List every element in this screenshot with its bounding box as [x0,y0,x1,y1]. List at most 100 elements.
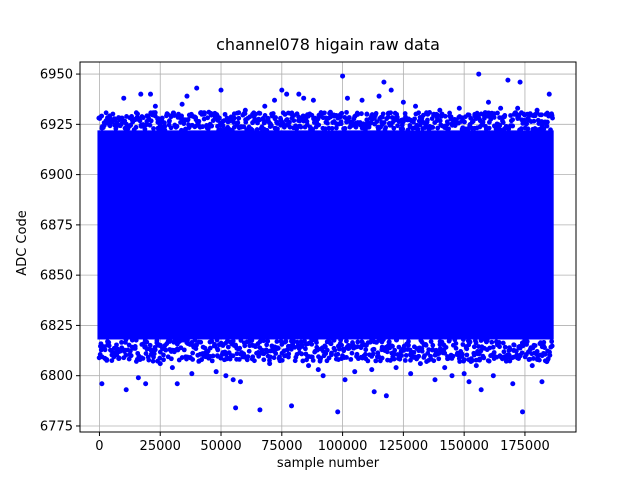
edge-point [157,349,163,355]
edge-point [242,343,248,349]
scatter-point [456,105,462,111]
edge-point [542,351,548,357]
edge-point [444,119,450,125]
edge-point [388,110,394,116]
scatter-point [359,97,365,103]
edge-point [291,118,297,123]
edge-point [495,110,500,116]
edge-point [331,337,337,343]
scatter-point [135,375,141,381]
scatter-point [449,373,455,379]
edge-point [539,112,544,118]
scatter-point [505,77,511,83]
dense-point-band [96,109,555,365]
edge-point [190,350,196,356]
edge-point [338,119,344,125]
edge-point [181,337,186,343]
edge-point [478,338,484,343]
scatter-point [320,373,326,379]
edge-point [222,111,228,117]
scatter-point [498,105,504,111]
edge-point [453,345,459,351]
edge-point [473,340,479,346]
edge-point [151,111,157,117]
scatter-point [242,107,248,113]
edge-point [225,344,231,350]
scatter-point [515,105,521,111]
scatter-point [342,377,348,383]
scatter-point [301,95,307,101]
edge-point [303,346,308,352]
edge-point [293,125,299,131]
scatter-point [510,381,516,387]
edge-point [394,114,400,120]
edge-point [209,123,215,129]
scatter-point [534,107,540,113]
edge-point [380,337,386,343]
x-tick-label: 25000 [140,439,181,454]
edge-point [341,348,347,354]
edge-point [162,124,168,129]
edge-point [534,349,540,354]
edge-point [395,123,401,129]
edge-point [333,125,339,131]
edge-point [531,356,536,361]
edge-point [532,343,538,348]
scatter-point [230,377,236,383]
edge-point [483,123,488,129]
edge-point [355,112,361,117]
edge-point [452,337,458,343]
edge-point [484,338,490,343]
scatter-point [417,361,423,367]
edge-point [497,123,503,128]
edge-point [214,337,220,343]
edge-point [161,346,167,352]
edge-point [541,126,547,132]
edge-point [373,111,379,116]
edge-point [135,111,140,117]
edge-point [227,356,233,362]
y-tick-label: 6800 [40,369,73,384]
edge-point [231,120,237,125]
edge-point [261,357,267,363]
scatter-point [437,107,443,113]
scatter-point [520,409,526,415]
scatter-point [393,365,399,371]
edge-point [429,347,435,353]
x-tick-label: 75000 [261,439,302,454]
edge-point [196,118,202,124]
edge-point [436,356,442,362]
edge-point [549,339,555,344]
edge-point [171,110,177,116]
edge-point [381,120,387,125]
edge-point [147,122,153,128]
edge-point [497,115,502,121]
edge-point [490,344,496,350]
edge-point [329,125,335,131]
edge-point [123,339,128,345]
edge-point [304,119,310,124]
edge-point [154,338,160,344]
edge-point [344,355,349,360]
edge-point [185,117,190,123]
edge-point [103,110,109,116]
edge-point [167,118,172,124]
scatter-point [237,379,243,385]
edge-point [310,358,316,363]
scatter-point [544,359,550,365]
edge-point [423,122,429,128]
edge-point [277,354,282,360]
edge-point [219,122,225,128]
edge-point [486,125,492,131]
edge-point [322,110,327,116]
scatter-point [371,389,377,395]
edge-point [286,354,291,360]
scatter-point [189,371,195,377]
edge-point [415,126,421,132]
edge-point [279,357,285,363]
edge-point [237,345,243,351]
scatter-point [432,377,438,383]
scatter-point [184,93,190,99]
edge-point [502,344,508,350]
scatter-point [539,379,545,385]
